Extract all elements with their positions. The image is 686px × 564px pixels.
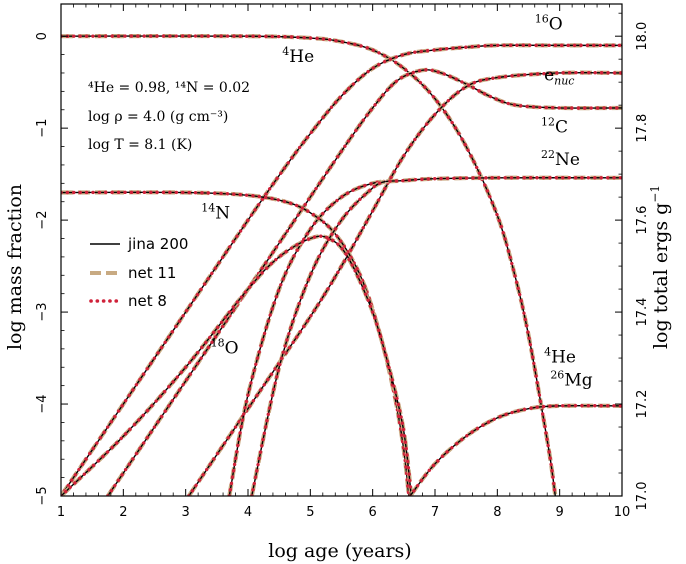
y-tick-label: −3 [35,302,50,321]
curve-label-He4b: 4He [544,346,576,368]
y2-tick-label: 17.2 [635,390,650,419]
y-tick-label: −2 [35,211,50,230]
y2-axis-title-sup: −1 [648,185,662,203]
curve-label-O16: 16O [535,13,563,35]
curve-label-C12: 12C [541,116,568,138]
curve-Mg26-net11 [408,403,622,496]
curve-label-isotope: 14 [201,201,215,214]
annotation-block: ⁴He = 0.98, ¹⁴N = 0.02 log ρ = 4.0 (g cm… [88,80,250,153]
curve-He4 [61,33,558,496]
x-tick-label: 7 [431,505,439,520]
curve-label-N14: 14N [201,201,230,223]
x-tick-label: 9 [556,505,564,520]
y2-tick-label: 17.4 [635,298,650,327]
y-tick-label: −5 [35,486,50,505]
y-tick-label: 0 [35,32,50,40]
curve-Ne22 [227,175,622,496]
curve-C12 [106,67,622,496]
annotation-line-1: ⁴He = 0.98, ¹⁴N = 0.02 [88,80,250,96]
x-tick-label: 2 [119,505,127,520]
curve-enuc [187,70,622,496]
legend-label-net8: net 8 [128,292,167,310]
curve-O18 [61,234,414,496]
curve-label-isotope: 18 [211,336,225,349]
y2-tick-label: 18.0 [635,22,650,51]
curve-O16-net8 [61,43,622,496]
curve-Mg26-jina200 [409,404,622,496]
curve-label-isotope: 16 [535,13,549,26]
curve-label-element: O [549,15,563,35]
legend-label-net11: net 11 [128,264,176,282]
curves-layer [61,33,622,496]
legend: jina 200 net 11 net 8 [89,235,188,310]
curve-label-element: Mg [564,371,592,391]
curve-extra [249,179,387,496]
curve-label-element: C [555,118,568,138]
y-tick-label: −4 [35,394,50,413]
curve-Mg26 [408,403,622,496]
curve-label-element: O [225,338,239,358]
y2-tick-label: 17.8 [635,114,650,143]
annotation-line-2: log ρ = 4.0 (g cm⁻³) [88,109,228,125]
annotation-line-3: log T = 8.1 (K) [88,137,192,153]
x-tick-label: 8 [493,505,501,520]
ticks-layer: 1 2 3 4 5 6 7 8 9 100−1−2−3−4−5 17.017.217.417.617… [35,4,650,520]
curve-C12-net8 [106,68,622,496]
y2-axis-title: log total ergs g−1 [648,185,672,349]
curve-label-element: He [551,348,576,368]
curve-label-He4: 4He [282,45,314,67]
plot-frame [60,3,623,497]
y-tick-label: −1 [35,119,50,138]
curve-label-O18: 18O [211,336,239,358]
x-tick-label: 10 [614,505,631,520]
curve-extra-jina200 [251,180,386,496]
x-axis-title: log age (years) [268,540,411,562]
curve-extra-net11 [249,179,387,496]
curve-enuc-net8 [187,70,622,496]
curve-Mg26-net8 [408,403,622,496]
y2-tick-label: 17.0 [635,482,650,511]
curve-label-element: He [289,47,314,67]
curve-label-isotope: 22 [541,148,555,161]
curve-extra-net8 [250,179,387,496]
legend-label-jina200: jina 200 [127,235,188,253]
curve-label-enuc: enuc [544,65,574,87]
x-tick-label: 4 [244,505,252,520]
y2-axis-title-main: log total ergs g [650,203,672,349]
curve-label-Ne22: 22Ne [541,148,580,170]
y-axis-title: log mass fraction [4,184,26,350]
curve-label-element: Ne [555,150,580,170]
curve-label-Mg26: 26Mg [550,369,592,391]
curve-label-isotope: 26 [550,369,564,382]
curves-clip-group [61,33,622,496]
curve-He4-net8 [61,34,557,496]
curve-Ne22-net8 [227,176,622,496]
curve-label-element: N [215,203,230,223]
curve-label-isotope: 12 [541,116,555,129]
curve-label-isotope: 4 [282,45,289,58]
curve-label-isotope: 4 [544,346,551,359]
y2-tick-label: 17.6 [635,206,650,235]
curve-O16 [61,43,622,496]
x-tick-label: 1 [57,505,65,520]
curve-label-subscript: nuc [554,74,574,87]
x-tick-label: 3 [182,505,190,520]
curve-label-element: e [544,65,554,85]
x-tick-label: 5 [306,505,314,520]
curve-O18-net8 [61,234,414,496]
x-tick-label: 6 [369,505,377,520]
